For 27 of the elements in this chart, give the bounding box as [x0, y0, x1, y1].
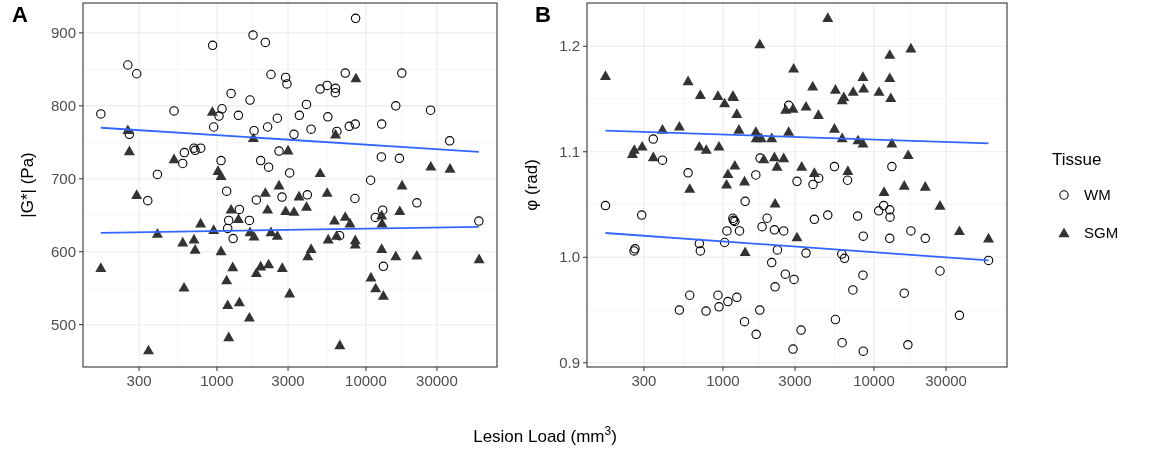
x-tick-label: 30000 — [925, 372, 967, 389]
x-tick-label: 3000 — [778, 372, 812, 389]
legend-label: SGM — [1084, 224, 1119, 241]
y-tick-label: 600 — [50, 242, 76, 260]
chart-title: A — [12, 2, 28, 27]
chart-title: B — [535, 2, 551, 27]
x-tick-label: 1000 — [200, 372, 234, 389]
x-tick-label: 10000 — [345, 372, 387, 389]
y-tick-label: 1.0 — [559, 248, 580, 266]
x-tick-label: 300 — [126, 372, 152, 389]
x-tick-label: 1000 — [706, 372, 740, 389]
y-tick-label: 1.2 — [559, 37, 580, 55]
y-axis-title: |G*| (Pa) — [18, 152, 37, 218]
legend-label: WM — [1084, 186, 1111, 203]
x-tick-label: 30000 — [416, 372, 458, 389]
x-tick-label: 300 — [631, 372, 657, 389]
y-tick-label: 0.9 — [559, 353, 580, 371]
legend-title: Tissue — [1052, 150, 1102, 169]
y-axis-title: φ (rad) — [522, 159, 541, 211]
y-tick-label: 500 — [50, 315, 76, 333]
x-axis-title: Lesion Load (mm$^{3}$) — [473, 424, 617, 446]
y-tick-label: 1.1 — [559, 142, 580, 160]
y-tick-label: 800 — [50, 96, 76, 114]
x-tick-label: 10000 — [853, 372, 895, 389]
y-tick-label: 700 — [50, 169, 76, 187]
y-tick-label: 900 — [50, 23, 76, 41]
x-tick-label: 3000 — [271, 372, 305, 389]
